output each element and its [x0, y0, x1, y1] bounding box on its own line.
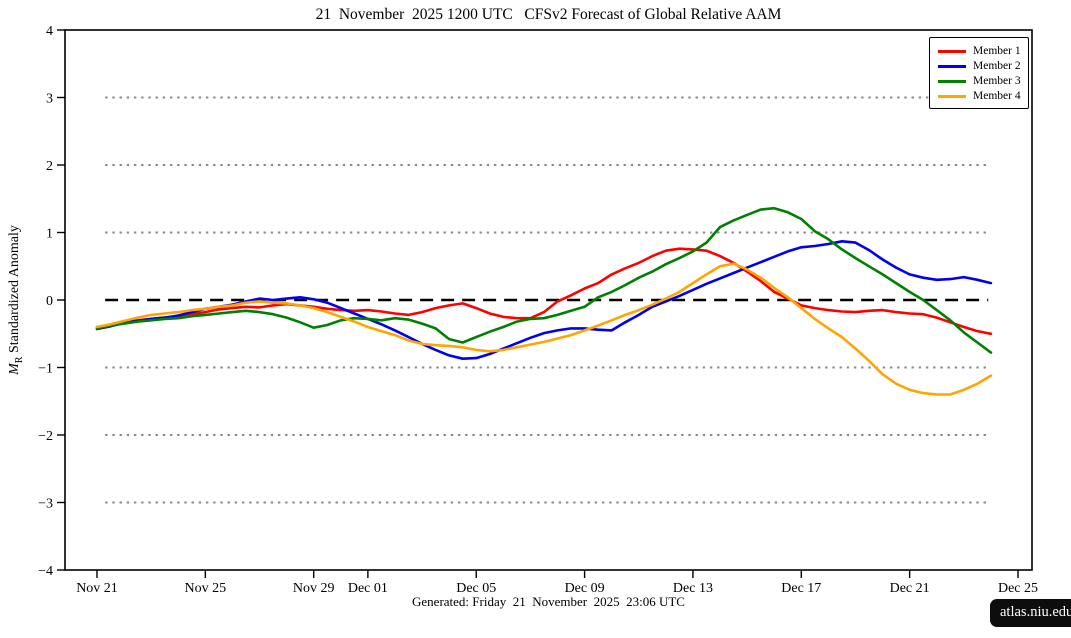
legend-item-member-4: Member 4 [938, 89, 1022, 103]
series-line-member-4 [95, 262, 993, 396]
legend-item-member-1: Member 1 [938, 44, 1022, 58]
x-tick-label-Nov 25: Nov 25 [185, 581, 227, 596]
y-tick-label-2: 2 [46, 159, 53, 174]
y-axis-label: MR Standardized Anomaly [7, 225, 25, 375]
series-line-member-3 [95, 206, 993, 354]
generated-timestamp: Generated: Friday 21 November 2025 23:06… [412, 594, 685, 609]
legend-line-member-1 [938, 49, 966, 53]
y-axis-label-text: Standardized Anomaly [7, 225, 23, 357]
legend-line-member-3 [938, 79, 966, 83]
legend-label-member-2: Member 2 [973, 60, 1021, 72]
y-tick-label-−1: −1 [38, 362, 53, 377]
x-tick-label-Dec 05: Dec 05 [456, 581, 496, 596]
chart-title: 21 November 2025 1200 UTC CFSv2 Forecast… [315, 6, 782, 23]
legend-item-member-2: Member 2 [938, 59, 1022, 73]
y-tick-label-4: 4 [46, 24, 53, 39]
y-tick-label-3: 3 [46, 92, 53, 107]
legend-label-member-1: Member 1 [973, 45, 1021, 57]
x-tick-label-Dec 13: Dec 13 [673, 581, 713, 596]
legend-line-member-4 [938, 94, 966, 98]
legend-line-member-2 [938, 64, 966, 68]
y-tick-label-−2: −2 [38, 429, 53, 444]
x-tick-label-Dec 25: Dec 25 [998, 581, 1038, 596]
x-tick-label-Dec 17: Dec 17 [781, 581, 821, 596]
x-tick-label-Dec 01: Dec 01 [348, 581, 388, 596]
y-tick-label-1: 1 [46, 227, 53, 242]
legend-label-member-3: Member 3 [973, 75, 1021, 87]
series-line-member-1 [95, 247, 993, 336]
legend-label-member-4: Member 4 [973, 90, 1021, 102]
y-axis-subscript: R [13, 356, 25, 364]
y-axis-symbol: M [7, 363, 23, 375]
watermark-badge: atlas.niu.edu [990, 599, 1071, 627]
y-tick-label-−3: −3 [38, 497, 53, 512]
legend-item-member-3: Member 3 [938, 74, 1022, 88]
x-tick-label-Nov 21: Nov 21 [76, 581, 118, 596]
y-tick-label-−4: −4 [38, 564, 53, 579]
y-tick-label-0: 0 [46, 294, 53, 309]
x-tick-label-Nov 29: Nov 29 [293, 581, 335, 596]
legend: Member 1 Member 2 Member 3 Member 4 [929, 37, 1029, 109]
x-tick-label-Dec 21: Dec 21 [890, 581, 930, 596]
x-tick-label-Dec 09: Dec 09 [565, 581, 605, 596]
